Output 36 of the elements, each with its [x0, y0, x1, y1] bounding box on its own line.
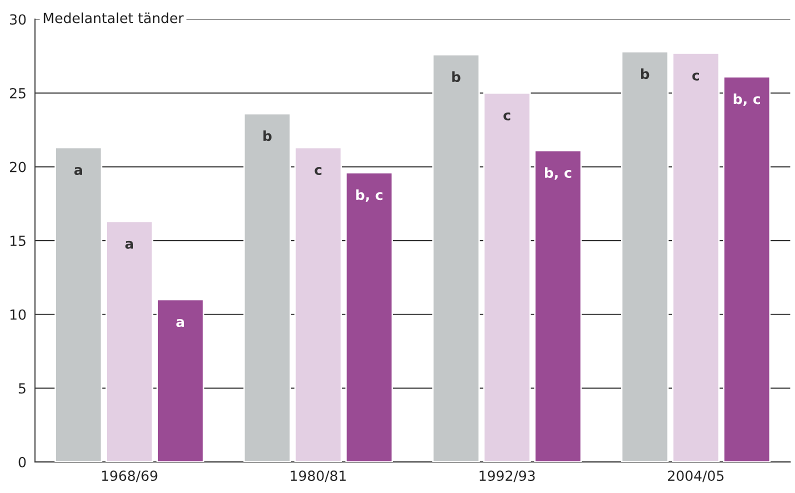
bar — [156, 298, 204, 462]
bar — [722, 76, 771, 462]
y-tick-label: 10 — [10, 309, 26, 320]
bar — [534, 150, 582, 462]
data-label: b — [641, 68, 650, 80]
bar — [345, 172, 394, 462]
bar — [672, 52, 720, 462]
x-tick-label: 1992/93 — [480, 470, 535, 482]
data-label: c — [692, 72, 700, 81]
bar — [106, 220, 154, 462]
y-tick-label: 15 — [10, 236, 26, 246]
data-label: a — [125, 240, 133, 249]
x-tick-label: 2004/05 — [668, 470, 724, 482]
bar — [432, 54, 480, 462]
data-label: b, c — [545, 167, 572, 180]
data-label: c — [503, 112, 510, 120]
bar — [54, 146, 102, 462]
bar — [621, 51, 669, 462]
data-label: a — [176, 319, 184, 328]
x-tick-label: 1968/69 — [102, 470, 158, 482]
y-tick-label: 5 — [18, 383, 26, 394]
data-label: c — [314, 167, 322, 176]
data-label: b — [263, 130, 272, 142]
y-tick-label: 0 — [18, 456, 26, 468]
y-tick-label: 20 — [10, 162, 26, 172]
data-label: b, c — [356, 189, 382, 202]
bar — [294, 146, 342, 462]
y-axis-title: Medelantalet tänder — [44, 12, 184, 24]
y-tick-label: 25 — [10, 88, 26, 98]
y-tick-label: 30 — [10, 14, 26, 25]
data-label: b — [452, 71, 460, 82]
bar — [483, 92, 531, 462]
data-label: b, c — [734, 93, 760, 106]
bar — [243, 112, 292, 462]
data-label: a — [74, 167, 82, 176]
x-tick-label: 1980/81 — [290, 470, 346, 482]
